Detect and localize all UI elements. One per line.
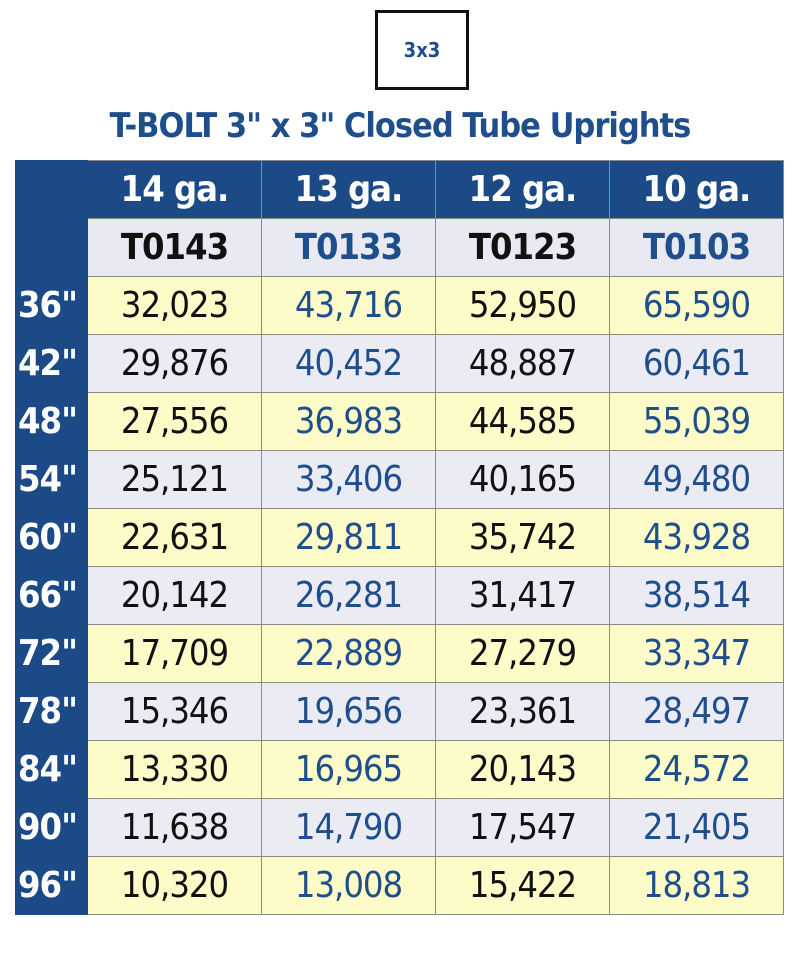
- table-row: 84" 13,330 16,965 20,143 24,572: [15, 740, 784, 799]
- capacity-value: 60,461: [609, 334, 784, 393]
- capacity-value: 20,142: [87, 566, 262, 625]
- capacity-value: 26,281: [261, 566, 436, 625]
- table-row: 48" 27,556 36,983 44,585 55,039: [15, 392, 784, 451]
- row-label: 60": [15, 508, 88, 567]
- capacity-value: 49,480: [609, 450, 784, 509]
- capacity-value: 17,709: [87, 624, 262, 683]
- part-number: T0133: [261, 218, 436, 277]
- table-row: 78" 15,346 19,656 23,361 28,497: [15, 682, 784, 741]
- capacity-value: 19,656: [261, 682, 436, 741]
- capacity-value: 28,497: [609, 682, 784, 741]
- capacity-value: 65,590: [609, 276, 784, 335]
- row-label: 36": [15, 276, 88, 335]
- capacity-value: 31,417: [435, 566, 610, 625]
- table-row: 96" 10,320 13,008 15,422 18,813: [15, 856, 784, 915]
- capacity-value: 40,452: [261, 334, 436, 393]
- capacity-value: 23,361: [435, 682, 610, 741]
- capacity-table: 14 ga. 13 ga. 12 ga. 10 ga. T0143 T0133 T0123 T…: [15, 160, 784, 915]
- capacity-value: 27,279: [435, 624, 610, 683]
- row-label: 84": [15, 740, 88, 799]
- capacity-value: 40,165: [435, 450, 610, 509]
- gauge-header: 13 ga.: [261, 160, 436, 219]
- row-label: 78": [15, 682, 88, 741]
- table-row: 14 ga. 13 ga. 12 ga. 10 ga.: [15, 160, 784, 219]
- row-label: 54": [15, 450, 88, 509]
- capacity-value: 36,983: [261, 392, 436, 451]
- gauge-header: 12 ga.: [435, 160, 610, 219]
- table-row: T0143 T0133 T0123 T0103: [15, 218, 784, 277]
- capacity-value: 11,638: [87, 798, 262, 857]
- row-label: 48": [15, 392, 88, 451]
- capacity-value: 33,347: [609, 624, 784, 683]
- gauge-header: 14 ga.: [87, 160, 262, 219]
- capacity-value: 22,631: [87, 508, 262, 567]
- capacity-value: 48,887: [435, 334, 610, 393]
- capacity-value: 18,813: [609, 856, 784, 915]
- table-row: 60" 22,631 29,811 35,742 43,928: [15, 508, 784, 567]
- capacity-value: 13,008: [261, 856, 436, 915]
- part-number: T0143: [87, 218, 262, 277]
- table-row: 42" 29,876 40,452 48,887 60,461: [15, 334, 784, 393]
- capacity-value: 38,514: [609, 566, 784, 625]
- capacity-value: 15,346: [87, 682, 262, 741]
- table-row: 90" 11,638 14,790 17,547 21,405: [15, 798, 784, 857]
- capacity-value: 22,889: [261, 624, 436, 683]
- part-number: T0103: [609, 218, 784, 277]
- row-label: 42": [15, 334, 88, 393]
- capacity-value: 24,572: [609, 740, 784, 799]
- capacity-value: 13,330: [87, 740, 262, 799]
- table-row: 36" 32,023 43,716 52,950 65,590: [15, 276, 784, 335]
- capacity-value: 33,406: [261, 450, 436, 509]
- capacity-value: 16,965: [261, 740, 436, 799]
- capacity-value: 14,790: [261, 798, 436, 857]
- title: T-BOLT 3" x 3" Closed Tube Uprights: [109, 106, 692, 146]
- row-label: 90": [15, 798, 88, 857]
- capacity-value: 25,121: [87, 450, 262, 509]
- capacity-value: 10,320: [87, 856, 262, 915]
- capacity-value: 21,405: [609, 798, 784, 857]
- capacity-value: 44,585: [435, 392, 610, 451]
- capacity-value: 43,928: [609, 508, 784, 567]
- row-label: 66": [15, 566, 88, 625]
- capacity-value: 20,143: [435, 740, 610, 799]
- capacity-value: 55,039: [609, 392, 784, 451]
- table-row: 72" 17,709 22,889 27,279 33,347: [15, 624, 784, 683]
- capacity-value: 52,950: [435, 276, 610, 335]
- corner-cell: [15, 160, 88, 219]
- table-row: 54" 25,121 33,406 40,165 49,480: [15, 450, 784, 509]
- gauge-header: 10 ga.: [609, 160, 784, 219]
- capacity-value: 29,811: [261, 508, 436, 567]
- size-icon: 3x3: [375, 10, 469, 90]
- capacity-value: 43,716: [261, 276, 436, 335]
- table-row: 66" 20,142 26,281 31,417 38,514: [15, 566, 784, 625]
- capacity-value: 29,876: [87, 334, 262, 393]
- capacity-value: 35,742: [435, 508, 610, 567]
- capacity-value: 32,023: [87, 276, 262, 335]
- capacity-value: 15,422: [435, 856, 610, 915]
- part-number: T0123: [435, 218, 610, 277]
- capacity-value: 17,547: [435, 798, 610, 857]
- capacity-value: 27,556: [87, 392, 262, 451]
- corner-cell: [15, 218, 88, 277]
- row-label: 96": [15, 856, 88, 915]
- row-label: 72": [15, 624, 88, 683]
